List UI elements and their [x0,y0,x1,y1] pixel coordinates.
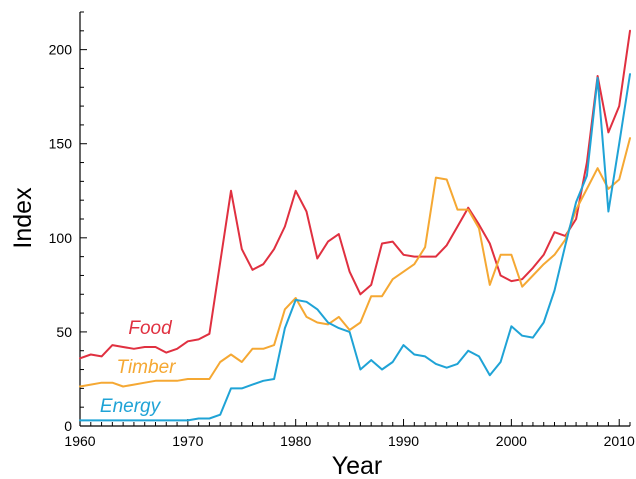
x-tick-label: 2000 [496,433,527,449]
y-tick-label: 50 [56,324,72,340]
y-tick-label: 150 [49,136,73,152]
y-axis-title: Index [9,187,37,249]
series-label-timber: Timber [117,357,177,378]
series-line-timber [79,137,631,388]
series-lines [79,29,631,422]
y-tick-label: 0 [64,418,72,434]
series-line-energy [79,73,631,422]
x-tick-label: 1960 [64,433,95,449]
x-axis-title: Year [332,452,383,479]
series-label-energy: Energy [100,396,162,417]
x-axis-ticks: 1960 1970 1980 1990 2000 2010 [64,419,635,449]
x-tick-label: 1970 [172,433,203,449]
series-line-food [79,29,631,360]
x-tick-label: 1980 [280,433,311,449]
y-axis-ticks: 0 50 100 150 200 [49,11,87,434]
x-tick-label: 2010 [604,433,635,449]
y-tick-label: 200 [49,42,73,58]
series-labels: Food Timber Energy [100,318,176,417]
y-tick-label: 100 [49,230,73,246]
series-label-food: Food [128,318,173,339]
plot-area: 1960 1970 1980 1990 2000 2010 0 50 100 150 200 Fo… [49,11,635,449]
x-tick-label: 1990 [388,433,419,449]
